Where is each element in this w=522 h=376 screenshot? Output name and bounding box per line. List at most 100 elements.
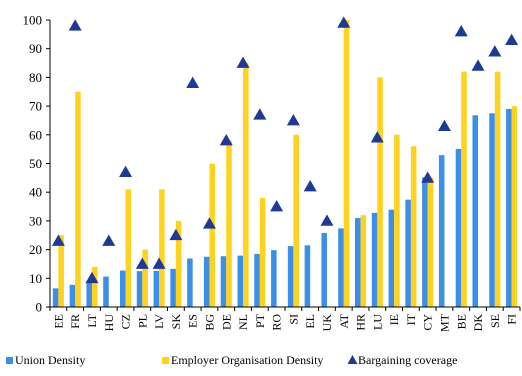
y-tick-label: 60 — [29, 127, 42, 142]
marker-bargaining-coverage-nl — [236, 56, 250, 68]
bar-employer-density-nl — [243, 63, 249, 307]
x-tick-label-si: SI — [286, 314, 300, 325]
marker-bargaining-coverage-sk — [169, 228, 183, 241]
marker-bargaining-coverage-de — [219, 134, 233, 146]
bar-employer-density-lt — [91, 266, 98, 307]
bar-employer-density-it — [410, 146, 417, 307]
x-tick-label-at: AT — [337, 313, 351, 328]
bar-union-density-el — [304, 245, 311, 307]
bar-union-density-be — [455, 148, 462, 307]
bar-union-density-ie — [388, 209, 395, 307]
y-tick-label: 50 — [29, 156, 42, 171]
bar-union-density-pl — [136, 271, 143, 308]
bar-employer-density-at — [343, 20, 350, 307]
bar-union-density-hu — [103, 276, 109, 307]
x-tick-label-hu: HU — [102, 314, 116, 332]
bars-layer — [52, 20, 518, 308]
bar-union-density-lt — [86, 282, 92, 307]
marker-bargaining-coverage-es — [186, 76, 200, 89]
marker-bargaining-coverage-lv — [152, 257, 166, 269]
y-tick-label: 0 — [36, 300, 43, 315]
bar-union-density-sk — [170, 268, 176, 307]
bar-employer-density-se — [494, 71, 501, 307]
bar-employer-density-ee — [58, 235, 64, 307]
bar-union-density-se — [489, 113, 495, 308]
x-tick-label-ie: IE — [387, 314, 401, 325]
marker-bargaining-coverage-mt — [437, 119, 451, 132]
x-tick-label-it: IT — [404, 313, 418, 325]
x-tick-label-be: BE — [454, 314, 468, 329]
bar-employer-density-pt — [259, 197, 266, 307]
bar-union-density-si — [287, 246, 294, 307]
marker-bargaining-coverage-uk — [320, 214, 334, 226]
x-tick-label-cy: CY — [421, 314, 435, 331]
bar-union-density-cz — [120, 270, 126, 307]
bar-union-density-lu — [371, 212, 378, 307]
x-tick-label-de: DE — [219, 314, 233, 330]
x-tick-label-el: EL — [303, 314, 317, 329]
bar-employer-density-bg — [209, 163, 215, 307]
x-tick-label-lu: LU — [370, 314, 384, 330]
marker-bargaining-coverage-pl — [135, 257, 149, 269]
bar-union-density-at — [338, 228, 344, 307]
bar-employer-density-pl — [142, 249, 148, 307]
x-tick-label-es: ES — [186, 314, 200, 328]
bar-union-density-lv — [153, 270, 160, 307]
x-tick-label-fr: FR — [68, 314, 82, 329]
bar-union-density-it — [405, 199, 411, 307]
bar-employer-density-lu — [377, 77, 383, 308]
y-tick-label: 70 — [29, 99, 42, 114]
x-tick-label-bg: BG — [202, 314, 216, 331]
marker-bargaining-coverage-fi — [505, 33, 519, 45]
marker-bargaining-coverage-hu — [102, 234, 116, 246]
axes-layer — [46, 19, 521, 311]
x-tick-label-uk: UK — [320, 314, 334, 332]
x-tick-label-sk: SK — [169, 314, 183, 330]
bar-union-density-bg — [203, 256, 210, 307]
marker-bargaining-coverage-dk — [471, 59, 485, 71]
bar-employer-density-sk — [175, 220, 182, 307]
x-tick-label-fi: FI — [505, 314, 519, 325]
bar-employer-density-de — [226, 140, 232, 307]
bar-union-density-fr — [69, 284, 76, 307]
bar-employer-density-cz — [125, 189, 132, 307]
bar-employer-density-hr — [360, 215, 367, 307]
bar-union-density-pt — [254, 253, 260, 307]
bar-union-density-dk — [472, 115, 479, 307]
marker-bargaining-coverage-cz — [119, 165, 133, 177]
y-tick-label: 30 — [29, 213, 42, 228]
bar-union-density-nl — [237, 255, 244, 307]
legend-label-0: Union Density — [15, 353, 85, 367]
legend-label-2: Bargaining coverage — [358, 353, 457, 367]
legend-swatch-2 — [347, 355, 358, 364]
x-tick-label-lv: LV — [152, 314, 166, 329]
y-tick-label: 40 — [29, 185, 42, 200]
marker-bargaining-coverage-at — [337, 16, 351, 28]
legend-swatch-0 — [6, 357, 13, 364]
marker-bargaining-coverage-lu — [370, 131, 384, 143]
y-tick-label: 100 — [23, 13, 43, 28]
x-tick-label-mt: MT — [437, 313, 451, 332]
y-tick-label: 20 — [29, 242, 42, 257]
marker-bargaining-coverage-ro — [270, 200, 284, 212]
marker-bargaining-coverage-pt — [253, 108, 267, 120]
markers-layer — [51, 16, 519, 284]
marker-bargaining-coverage-fr — [68, 19, 82, 31]
bar-union-density-de — [220, 256, 227, 307]
bar-union-density-mt — [438, 155, 445, 307]
bar-union-density-fi — [506, 108, 512, 307]
x-tick-label-pl: PL — [135, 314, 149, 328]
x-tick-label-se: SE — [488, 314, 502, 328]
marker-bargaining-coverage-si — [286, 113, 300, 126]
marker-bargaining-coverage-bg — [202, 217, 216, 229]
x-tick-label-ro: RO — [270, 314, 284, 331]
x-tick-label-dk: DK — [471, 314, 485, 332]
x-tick-label-hr: HR — [354, 314, 368, 331]
bar-union-density-uk — [321, 232, 327, 307]
marker-bargaining-coverage-cy — [421, 171, 435, 183]
x-tick-label-lt: LT — [85, 313, 99, 327]
marker-bargaining-coverage-el — [303, 179, 317, 192]
legend-swatch-1 — [162, 357, 169, 364]
y-tick-label: 10 — [29, 271, 42, 286]
